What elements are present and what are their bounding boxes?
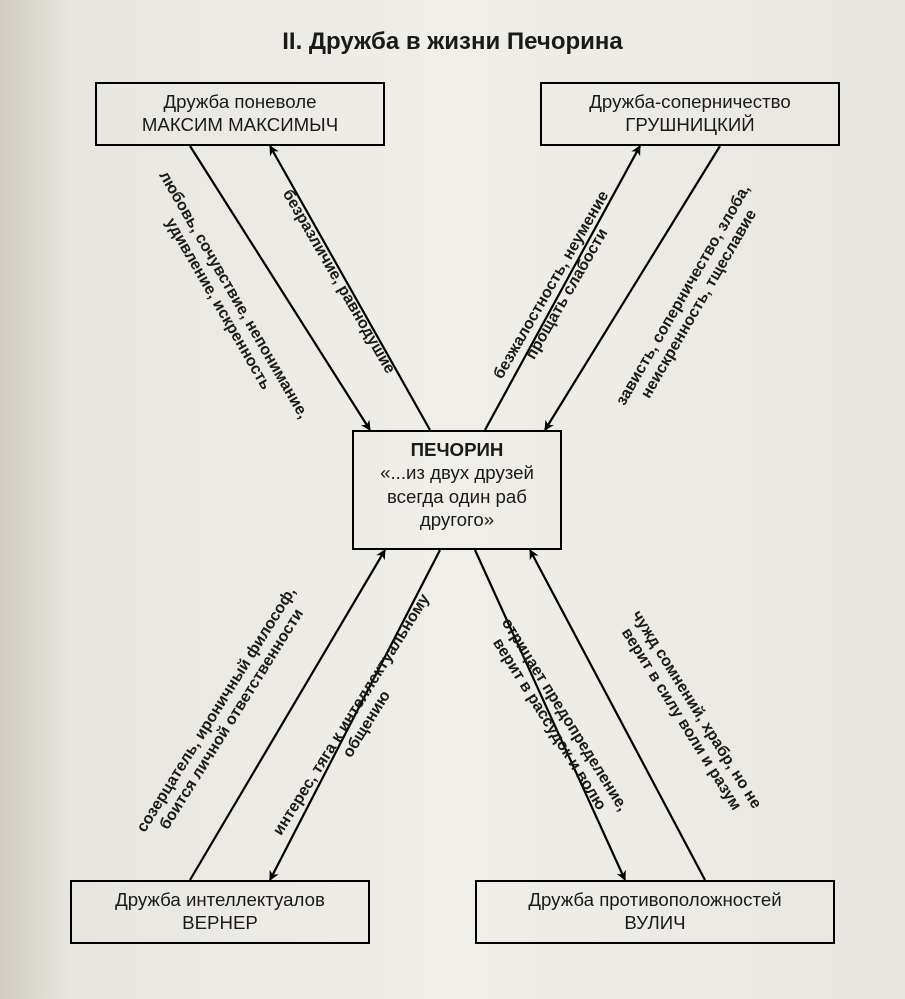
node-top-left-name: МАКСИМ МАКСИМЫЧ (107, 113, 373, 136)
edge-text: удивление, искренность (138, 178, 295, 432)
edge-text: отрицает предопределение, (497, 615, 631, 815)
edge-label-tr-incoming: безжалостность, неумение прощать слабост… (491, 188, 630, 392)
edge-text: чужд сомнений, храбр, но не (627, 608, 764, 813)
node-center-name: ПЕЧОРИН (364, 438, 550, 461)
node-top-right: Дружба-соперничество ГРУШНИЦКИЙ (540, 82, 840, 146)
edge-label-br-incoming: отрицает предопределение, верит в рассуд… (481, 615, 631, 825)
edge-text: зависть, соперничество, злоба, (613, 182, 755, 409)
node-top-left-type: Дружба поневоле (107, 90, 373, 113)
edge-label-br-outgoing: чужд сомнений, храбр, но не верит в силу… (611, 608, 764, 823)
node-bottom-left-name: ВЕРНЕР (82, 911, 358, 934)
edge-text: общению (286, 601, 450, 849)
node-top-right-type: Дружба-соперничество (552, 90, 828, 113)
edge-text: верит в рассудок и волю (481, 625, 615, 825)
edge-text: созерцатель, ироничный философ, (134, 584, 301, 836)
node-top-right-name: ГРУШНИЦКИЙ (552, 113, 828, 136)
node-top-left: Дружба поневоле МАКСИМ МАКСИМЫЧ (95, 82, 385, 146)
diagram-page: II. Дружба в жизни Печорина ПЕЧОРИН «...… (0, 0, 905, 999)
node-bottom-right-name: ВУЛИЧ (487, 911, 823, 934)
node-bottom-right-type: Дружба противоположностей (487, 888, 823, 911)
node-center-quote: «...из двух друзей всегда один раб друго… (364, 461, 550, 531)
edge-label-tl-incoming: безразличие, равнодушие (278, 187, 399, 377)
edge-label-tr-outgoing: зависть, соперничество, злоба, неискренн… (613, 182, 771, 419)
diagram-title: II. Дружба в жизни Печорина (0, 28, 905, 56)
node-center: ПЕЧОРИН «...из двух друзей всегда один р… (352, 430, 562, 550)
node-bottom-left-type: Дружба интеллектуалов (82, 888, 358, 911)
edge-text: неискренность, тщеславие (629, 191, 771, 418)
edge-text: безжалостность, неумение (491, 188, 614, 383)
edge-text: безразличие, равнодушие (278, 187, 399, 377)
edge-text: прощать слабости (506, 197, 629, 392)
node-bottom-right: Дружба противоположностей ВУЛИЧ (475, 880, 835, 944)
node-bottom-left: Дружба интеллектуалов ВЕРНЕР (70, 880, 370, 944)
edge-text: верит в силу воли и разум (611, 617, 748, 822)
